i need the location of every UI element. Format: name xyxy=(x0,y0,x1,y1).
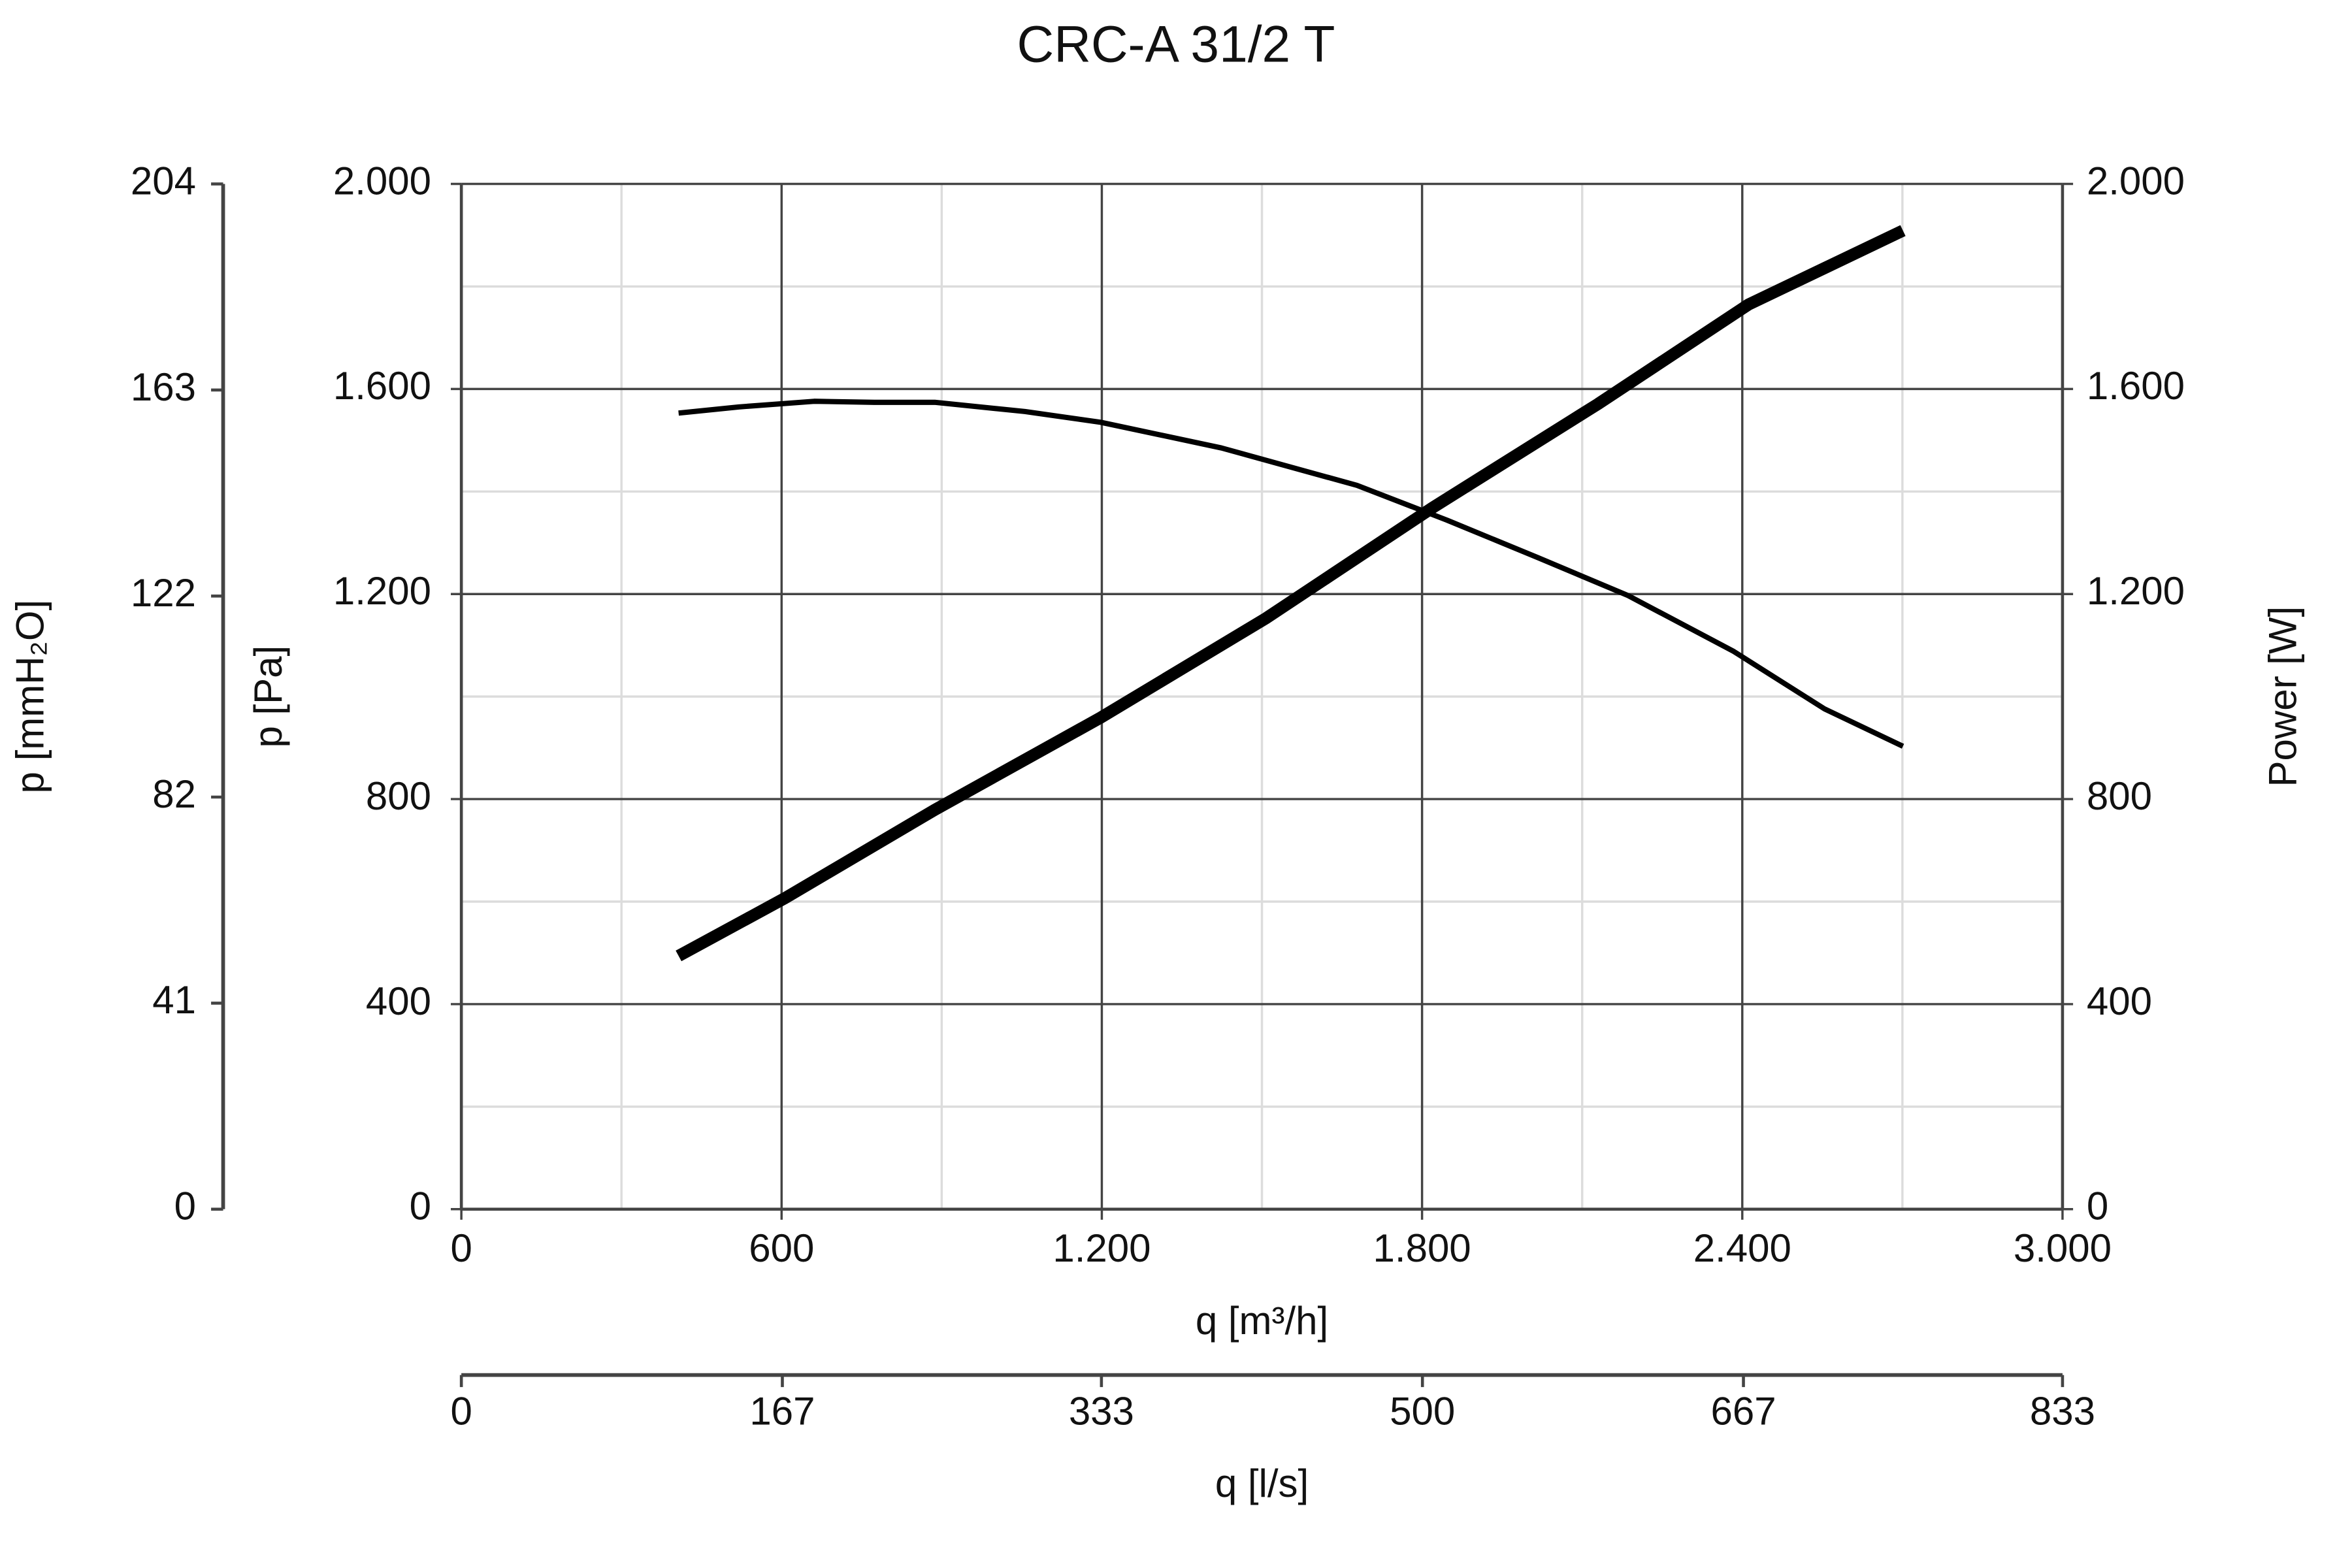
y2-tick-label: 2.000 xyxy=(2087,159,2185,203)
x3-tick-label: 167 xyxy=(749,1389,815,1433)
y3-tick-label: 163 xyxy=(131,365,196,409)
y3-tick-label: 204 xyxy=(131,159,196,203)
y3-tick-label: 41 xyxy=(152,978,196,1022)
x-tick-label: 3.000 xyxy=(2014,1226,2112,1270)
x-tick-label: 1.200 xyxy=(1053,1226,1151,1270)
y2-tick-label: 0 xyxy=(2087,1184,2108,1228)
x-tick-label: 1.800 xyxy=(1373,1226,1471,1270)
y3-axis-label: p [mmH₂O] xyxy=(8,600,52,794)
power-line xyxy=(676,225,1906,962)
x-tick-label: 600 xyxy=(749,1226,814,1270)
x3-tick-label: 0 xyxy=(450,1389,472,1433)
y2-tick-label: 1.600 xyxy=(2087,364,2185,408)
x3-tick-label: 833 xyxy=(2030,1389,2095,1433)
y-tick-label: 0 xyxy=(410,1184,431,1228)
y2-tick-label: 400 xyxy=(2087,979,2152,1023)
y3-tick-label: 82 xyxy=(152,772,196,816)
y2-tick-label: 800 xyxy=(2087,774,2152,818)
x3-tick-label: 667 xyxy=(1710,1389,1776,1433)
y2-tick-label: 1.200 xyxy=(2087,569,2185,613)
y-tick-label: 800 xyxy=(366,774,431,818)
x3-tick-label: 333 xyxy=(1069,1389,1134,1433)
y-axis-label: p [Pa] xyxy=(246,645,290,748)
y3-tick-label: 0 xyxy=(174,1184,196,1228)
x3-tick-label: 500 xyxy=(1390,1389,1455,1433)
x2-axis-label: q [l/s] xyxy=(1215,1462,1309,1505)
chart-title: CRC-A 31/2 T xyxy=(1017,16,1335,73)
pressure-line xyxy=(678,399,1904,749)
y-tick-label: 2.000 xyxy=(333,159,431,203)
y-tick-label: 1.600 xyxy=(333,364,431,408)
y3-tick-label: 122 xyxy=(131,571,196,615)
y-tick-label: 400 xyxy=(366,979,431,1023)
y2-axis-label: Power [W] xyxy=(2261,606,2304,787)
y-tick-label: 1.200 xyxy=(333,569,431,613)
x-tick-label: 0 xyxy=(450,1226,472,1270)
x-axis-label: q [m³/h] xyxy=(1196,1299,1328,1343)
x-tick-label: 2.400 xyxy=(1693,1226,1791,1270)
